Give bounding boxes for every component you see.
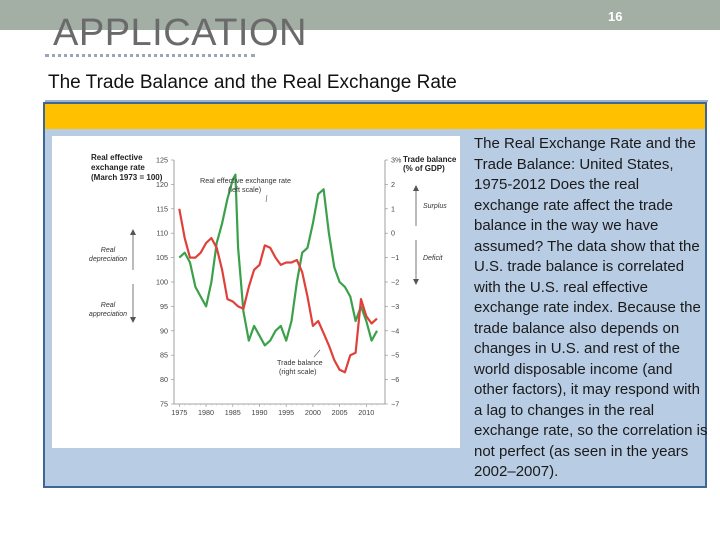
trade-balance-series-sublabel: (right scale) [279, 367, 317, 376]
left-tick-label: 80 [160, 375, 168, 384]
appreciation-annotation: Real [101, 302, 116, 309]
exchange-rate-leader-line [265, 194, 268, 203]
left-axis-title: (March 1973 = 100) [91, 173, 163, 182]
depreciation-annotation: Real [101, 247, 116, 254]
left-tick-label: 95 [160, 302, 168, 311]
left-axis-title: exchange rate [91, 163, 145, 172]
x-tick-label: 1980 [198, 408, 214, 417]
right-tick-label: −6 [391, 375, 399, 384]
x-tick-label: 1985 [225, 408, 241, 417]
highlight-bar [45, 104, 705, 129]
x-tick-label: 1990 [251, 408, 267, 417]
subtitle-divider [45, 100, 708, 102]
left-tick-label: 100 [156, 278, 168, 287]
chart-area: 75 80 85 90 95 100 105 110 115 120 125 3% 2 1 0 −1 −2 −3 −… [52, 136, 460, 448]
right-tick-label: −2 [391, 278, 399, 287]
trade-balance-series-label: Trade balance [277, 358, 323, 367]
exchange-rate-series-label: Real effective exchange rate [200, 176, 291, 185]
left-tick-label: 115 [157, 204, 168, 213]
deficit-arrowhead [413, 279, 419, 285]
right-tick-label: 0 [391, 229, 395, 238]
left-tick-label: 75 [160, 400, 168, 409]
exchange-rate-series-sublabel: (left scale) [228, 185, 261, 194]
right-tick-label: 3% [391, 156, 402, 165]
right-tick-label: 1 [391, 204, 395, 213]
left-tick-label: 110 [157, 229, 168, 238]
depreciation-annotation: depreciation [89, 256, 127, 263]
right-tick-label: −3 [391, 302, 399, 311]
page-number: 16 [608, 9, 623, 24]
left-tick-label: 90 [160, 326, 168, 335]
exchange-rate-line [178, 173, 378, 347]
x-tick-label: 1975 [171, 408, 187, 417]
deficit-annotation: Deficit [423, 255, 444, 262]
right-tick-label: −7 [391, 400, 399, 409]
title-underline [45, 50, 255, 57]
right-axis-title: Trade balance [403, 155, 457, 164]
slide-title: APPLICATION [53, 12, 307, 54]
x-tick-label: 2005 [332, 408, 348, 417]
chart-svg: 75 80 85 90 95 100 105 110 115 120 125 3% 2 1 0 −1 −2 −3 −… [89, 153, 457, 417]
left-tick-label: 120 [156, 180, 168, 189]
x-tick-label: 2010 [358, 408, 374, 417]
trade-balance-line [178, 208, 378, 374]
right-tick-label: −4 [391, 326, 399, 335]
right-tick-label: 2 [391, 180, 395, 189]
description-text: The Real Exchange Rate and the Trade Bal… [474, 135, 708, 480]
x-tick-label: 1995 [278, 408, 294, 417]
left-tick-label: 105 [156, 253, 168, 262]
depreciation-arrowhead [130, 229, 136, 235]
x-tick-label: 2000 [305, 408, 321, 417]
right-axis-title: (% of GDP) [403, 164, 445, 173]
top-bar [0, 0, 720, 30]
trade-balance-leader-line [313, 349, 321, 358]
slide-subtitle: The Trade Balance and the Real Exchange … [48, 72, 457, 93]
right-tick-label: −1 [391, 253, 399, 262]
right-tick-label: −5 [391, 351, 399, 360]
appreciation-annotation: appreciation [89, 311, 127, 318]
left-tick-label: 125 [156, 156, 168, 165]
left-tick-label: 85 [160, 351, 168, 360]
surplus-annotation: Surplus [423, 203, 447, 210]
appreciation-arrowhead [130, 317, 136, 323]
left-axis-title: Real effective [91, 153, 143, 162]
surplus-arrowhead [413, 185, 419, 191]
